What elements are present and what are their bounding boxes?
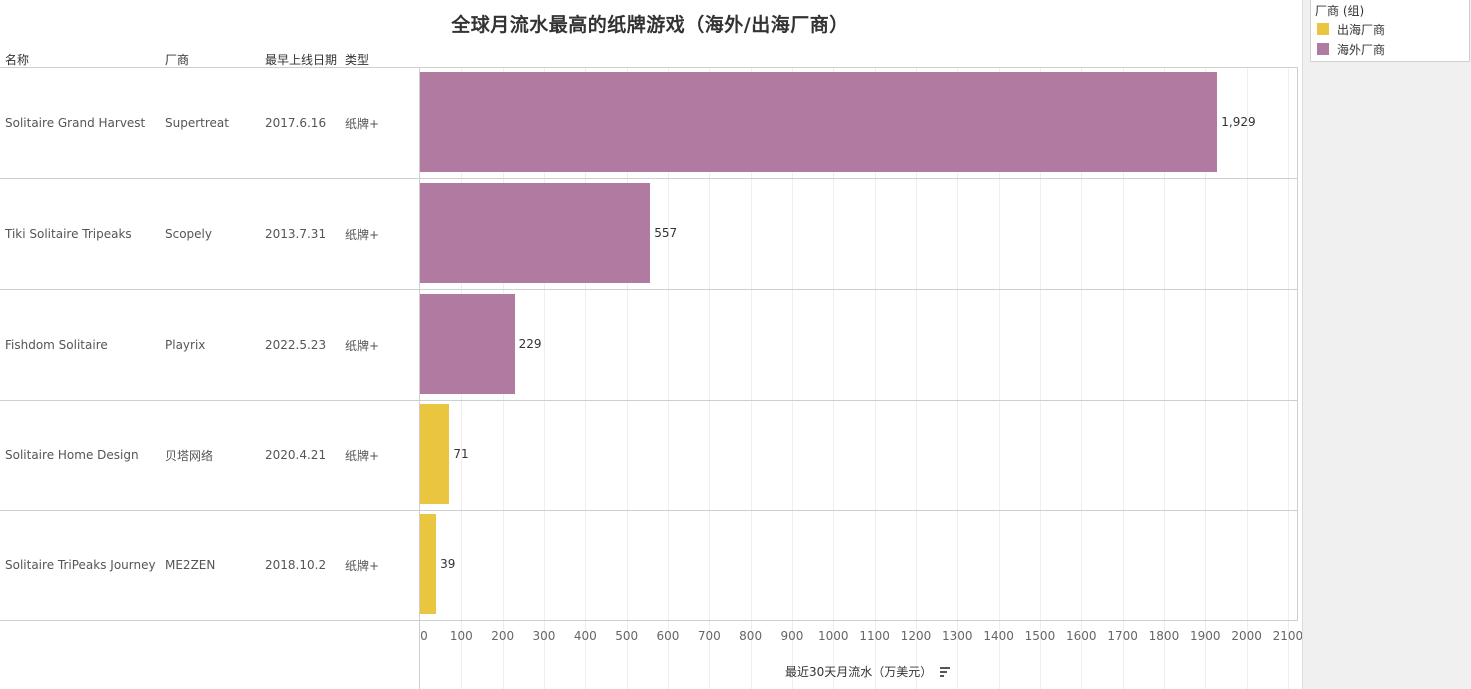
right-pane: 厂商 (组) 出海厂商 海外厂商 (1302, 0, 1471, 689)
gridline (1122, 67, 1124, 689)
table-row[interactable]: Solitaire TriPeaks Journey ME2ZEN 2018.1… (0, 510, 1298, 621)
plot-right-border (1297, 67, 1298, 621)
x-tick-label: 1700 (1107, 629, 1138, 643)
legend-item-haiwai[interactable]: 海外厂商 (1317, 41, 1385, 57)
x-tick-label: 1400 (983, 629, 1014, 643)
bar-value-label: 71 (453, 447, 469, 461)
x-axis-title-wrap: 最近30天月流水（万美元） (785, 663, 951, 680)
bar-value-label: 557 (654, 226, 678, 240)
x-tick-label: 1800 (1148, 629, 1180, 643)
gridline (957, 67, 959, 689)
launch-date: 2013.7.31 (265, 227, 327, 241)
gridline (833, 67, 835, 689)
table-row[interactable]: Tiki Solitaire Tripeaks Scopely 2013.7.3… (0, 179, 1298, 290)
gridline (1081, 67, 1083, 689)
legend-label: 海外厂商 (1337, 42, 1386, 57)
gridline (750, 67, 752, 689)
game-name: Fishdom Solitaire (5, 338, 108, 352)
game-name: Tiki Solitaire Tripeaks (5, 227, 132, 241)
game-type: 纸牌+ (345, 227, 380, 242)
x-tick-label: 1000 (818, 629, 849, 643)
x-tick-label: 700 (697, 629, 721, 643)
vendor: Scopely (165, 227, 212, 241)
gridline (791, 67, 793, 689)
x-tick-label: 800 (739, 629, 763, 643)
plot-left-border (419, 67, 420, 689)
column-header-type[interactable]: 类型 (345, 53, 370, 67)
game-name: Solitaire Home Design (5, 448, 139, 462)
legend-title: 厂商 (组) (1315, 4, 1365, 18)
table-row[interactable]: Solitaire Grand Harvest Supertreat 2017.… (0, 68, 1298, 179)
table-row[interactable]: Fishdom Solitaire Playrix 2022.5.23 纸牌+ (0, 290, 1298, 401)
launch-date: 2017.6.16 (265, 116, 327, 130)
gridline (1246, 67, 1248, 689)
bar-value-label: 229 (518, 337, 542, 351)
gridline (585, 67, 587, 689)
vendor: ME2ZEN (165, 558, 216, 572)
column-header-name[interactable]: 名称 (5, 53, 30, 67)
launch-date: 2018.10.2 (265, 558, 327, 572)
x-axis-title: 最近30天月流水（万美元） (785, 665, 933, 679)
legend-item-chuhai[interactable]: 出海厂商 (1317, 21, 1385, 37)
game-name: Solitaire Grand Harvest (5, 116, 146, 130)
sort-descending-icon[interactable] (940, 666, 951, 677)
gridline (709, 67, 711, 689)
gridline (1163, 67, 1165, 689)
gridline (543, 67, 545, 689)
x-tick-label: 500 (615, 629, 639, 643)
gridline (915, 67, 917, 689)
bar[interactable] (420, 404, 450, 504)
x-tick-label: 300 (532, 629, 556, 643)
column-header-vendor[interactable]: 厂商 (165, 53, 190, 67)
game-type: 纸牌+ (345, 116, 380, 131)
bar[interactable] (420, 514, 437, 614)
chart-title: 全球月流水最高的纸牌游戏（海外/出海厂商） (451, 14, 849, 36)
bar-value-label: 1,929 (1221, 115, 1256, 129)
gridline (1287, 67, 1289, 689)
vendor: 贝塔网络 (165, 448, 214, 463)
x-tick-label: 1500 (1024, 629, 1056, 643)
game-type: 纸牌+ (345, 448, 380, 463)
vendor: Supertreat (165, 116, 229, 130)
game-type: 纸牌+ (345, 558, 380, 573)
gridline (667, 67, 669, 689)
legend: 厂商 (组) 出海厂商 海外厂商 (1310, 0, 1470, 62)
column-header-launch-date[interactable]: 最早上线日期 (265, 53, 338, 67)
gridline (1205, 67, 1207, 689)
legend-swatch (1317, 23, 1329, 35)
x-tick-label: 2100 (1272, 629, 1304, 643)
x-tick-label: 2000 (1231, 629, 1262, 643)
x-tick-label: 1900 (1189, 629, 1221, 643)
x-axis: 0 100 200 300 400 500 600 700 800 900 1000 1100 1200… (0, 621, 1303, 689)
x-tick-label: 400 (573, 629, 597, 643)
bar[interactable] (420, 72, 1218, 172)
x-tick-label: 0 (420, 629, 428, 643)
table-row[interactable]: Solitaire Home Design 贝塔网络 2020.4.21 纸牌+ (0, 400, 1298, 511)
x-tick-label: 1600 (1065, 629, 1097, 643)
x-tick-label: 1200 (900, 629, 932, 643)
bar-value-label: 39 (440, 557, 456, 571)
x-tick-label: 200 (491, 629, 515, 643)
gridline (998, 67, 1000, 689)
vendor: Playrix (165, 338, 206, 352)
game-type: 纸牌+ (345, 338, 380, 353)
launch-date: 2020.4.21 (265, 448, 327, 462)
launch-date: 2022.5.23 (265, 338, 327, 352)
legend-swatch (1317, 43, 1329, 55)
gridline (1039, 67, 1041, 689)
bar[interactable] (420, 294, 515, 394)
x-tick-label: 900 (780, 629, 804, 643)
bar[interactable] (420, 183, 651, 283)
x-tick-label: 600 (656, 629, 680, 643)
chart-area: 全球月流水最高的纸牌游戏（海外/出海厂商） 名称 厂商 最早上线日期 类型 So… (0, 14, 1304, 689)
gridline (626, 67, 628, 689)
x-tick-label: 1100 (859, 629, 890, 643)
x-tick-label: 1300 (942, 629, 973, 643)
legend-label: 出海厂商 (1337, 22, 1386, 37)
game-name: Solitaire TriPeaks Journey (5, 558, 156, 572)
x-tick-label: 100 (449, 629, 473, 643)
header-divider (0, 67, 1298, 68)
gridline (874, 67, 876, 689)
